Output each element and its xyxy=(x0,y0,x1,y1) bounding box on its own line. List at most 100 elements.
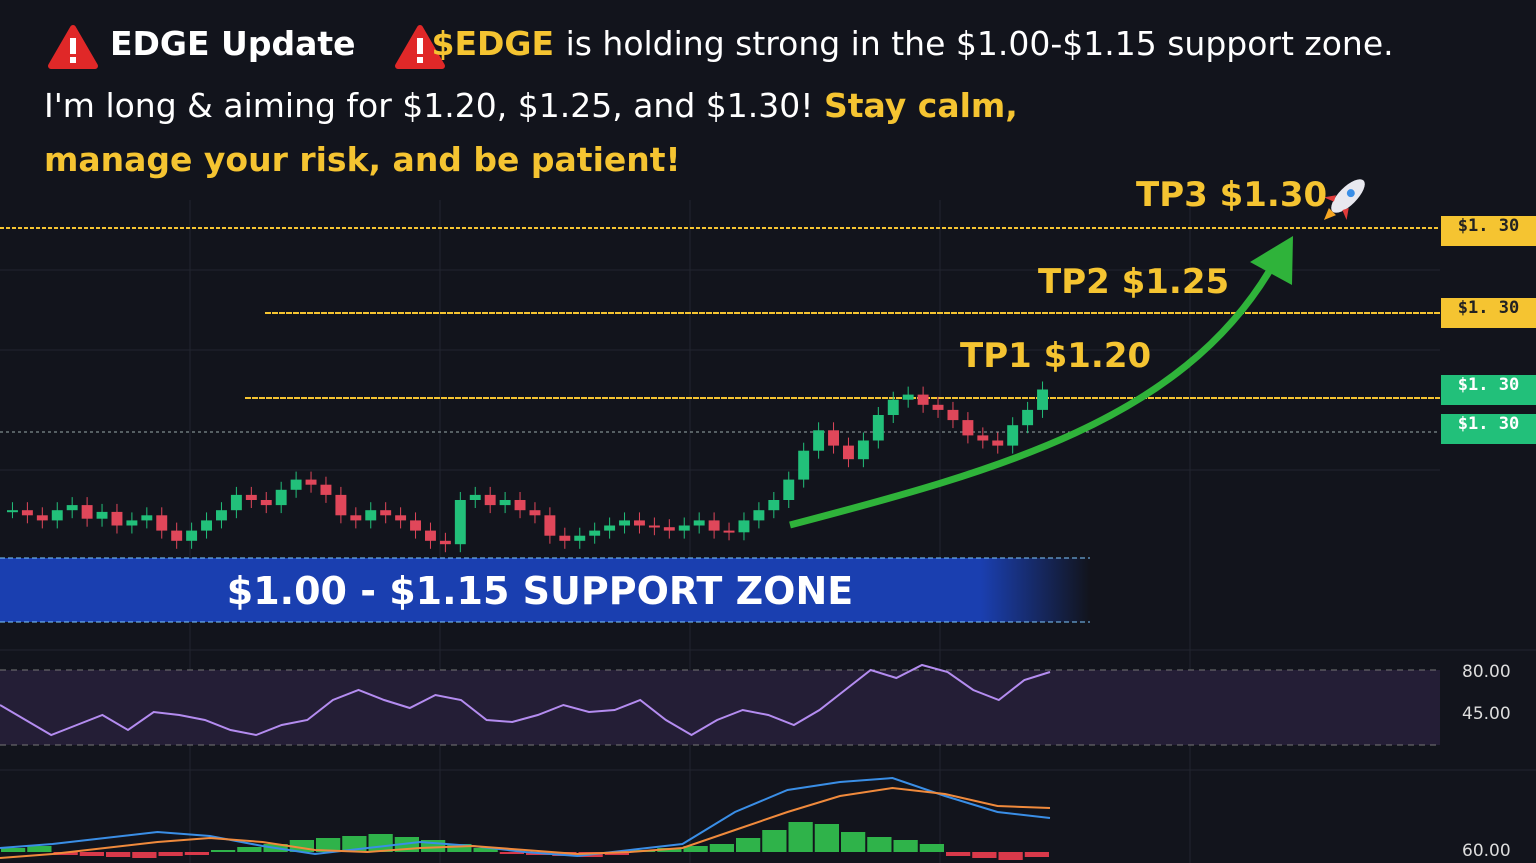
candle xyxy=(917,394,929,405)
candle xyxy=(365,510,377,521)
candle xyxy=(813,430,825,451)
candle xyxy=(111,511,123,526)
histogram-bar xyxy=(184,852,209,855)
candle xyxy=(1007,425,1019,446)
histogram-bar xyxy=(27,846,52,852)
candle xyxy=(395,515,407,521)
support-zone xyxy=(0,558,1090,622)
candle xyxy=(529,510,541,516)
candle xyxy=(66,505,78,511)
candle xyxy=(857,440,869,460)
candle xyxy=(230,494,242,511)
background-grid xyxy=(0,200,1536,863)
candle xyxy=(663,527,675,531)
histogram-bar xyxy=(946,852,971,856)
histogram-bar xyxy=(1,848,26,852)
histogram-bar xyxy=(683,846,708,852)
candle xyxy=(693,520,705,526)
target-label: TP2 $1.25 xyxy=(1038,262,1230,302)
candle xyxy=(305,479,317,485)
headline-line-1: EDGE Update $EDGE is holding strong in th… xyxy=(44,24,1394,63)
candle xyxy=(216,510,227,521)
candle xyxy=(141,515,153,521)
histogram-bar xyxy=(1024,852,1049,857)
price-tag: $1. 30 xyxy=(1441,414,1536,444)
candle xyxy=(559,535,571,541)
candle xyxy=(634,520,645,526)
candle xyxy=(51,510,63,521)
candle xyxy=(484,494,496,506)
histogram-bar xyxy=(316,838,341,852)
candle xyxy=(783,479,795,500)
candle xyxy=(768,500,780,511)
candle xyxy=(469,494,481,500)
macd-line xyxy=(0,786,1051,859)
candle xyxy=(872,415,884,441)
candle xyxy=(798,450,810,480)
candle xyxy=(410,520,421,531)
candle xyxy=(678,525,690,531)
highlight: Stay calm, xyxy=(823,86,1018,125)
candle xyxy=(619,520,630,526)
y-tick-label: 45.00 xyxy=(1462,704,1511,724)
candle xyxy=(977,435,989,441)
candle xyxy=(36,515,48,521)
histogram-bar xyxy=(893,840,918,852)
histogram-bar xyxy=(473,848,498,852)
candle xyxy=(350,515,362,521)
histogram-bar xyxy=(998,852,1023,860)
histogram-bar xyxy=(788,822,813,852)
candle xyxy=(574,535,586,541)
histogram-bar xyxy=(499,852,524,854)
candle xyxy=(275,489,287,506)
price-tag: $1. 30 xyxy=(1441,375,1536,405)
candle xyxy=(604,525,616,531)
arrow-head xyxy=(1250,236,1293,285)
histogram-bar xyxy=(237,847,262,852)
arrow xyxy=(789,268,1273,529)
candle xyxy=(1022,409,1034,426)
histogram-bar xyxy=(158,852,183,856)
candle xyxy=(499,500,511,506)
candle xyxy=(335,494,347,516)
candle xyxy=(81,505,93,519)
candle xyxy=(902,394,914,400)
candle xyxy=(544,515,556,536)
candle xyxy=(260,500,272,506)
price-tag: $1. 30 xyxy=(1441,298,1536,328)
support-label: $1.00 - $1.15 SUPPORT ZONE xyxy=(227,569,853,613)
candle xyxy=(171,530,183,541)
candle xyxy=(753,510,765,521)
candle xyxy=(425,530,436,541)
candle xyxy=(514,500,526,511)
highlight: manage your risk, and be patient! xyxy=(44,140,681,179)
histogram-bar xyxy=(709,844,734,852)
candle xyxy=(947,409,959,421)
target-label: TP1 $1.20 xyxy=(960,336,1152,376)
candle xyxy=(126,520,138,526)
histogram-bar xyxy=(841,832,866,852)
candle xyxy=(454,500,466,545)
histogram-bar xyxy=(368,834,393,852)
rsi-line xyxy=(0,663,1051,737)
macd-line xyxy=(0,776,1051,858)
rsi-band xyxy=(0,670,1440,745)
candle xyxy=(738,520,750,533)
candle xyxy=(290,479,302,490)
y-tick-label: 80.00 xyxy=(1462,662,1511,682)
candle xyxy=(723,530,735,533)
histogram-bar xyxy=(736,838,761,852)
candle xyxy=(843,445,854,460)
candle xyxy=(156,515,168,531)
histogram-bar xyxy=(814,824,839,852)
candle xyxy=(992,440,1004,446)
candle xyxy=(887,399,899,415)
candle xyxy=(245,494,257,500)
candle xyxy=(962,420,974,436)
target-label: TP3 $1.30 xyxy=(1136,175,1328,215)
warning-icon xyxy=(48,25,98,69)
histogram-bar xyxy=(919,844,944,852)
candle xyxy=(439,540,451,545)
